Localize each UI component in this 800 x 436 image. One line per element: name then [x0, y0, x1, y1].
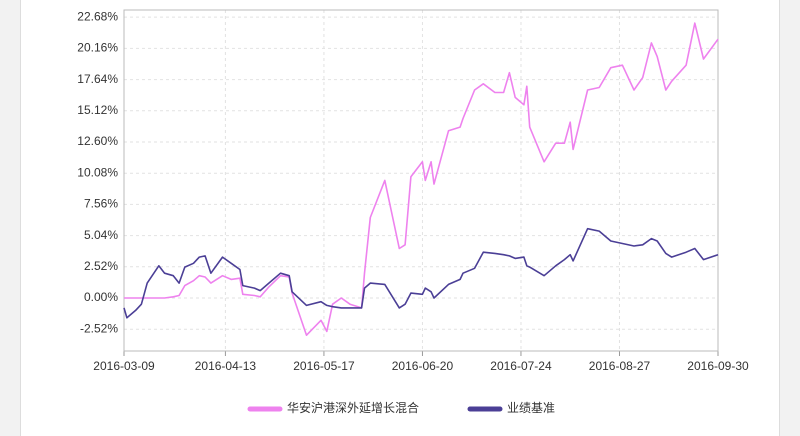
- legend-label: 业绩基准: [507, 401, 555, 415]
- x-tick-label: 2016-03-09: [93, 359, 155, 373]
- y-tick-label: 12.60%: [77, 134, 118, 148]
- y-tick-label: 2.52%: [84, 259, 118, 273]
- y-tick-label: 10.08%: [77, 165, 118, 179]
- x-tick-label: 2016-08-27: [589, 359, 651, 373]
- series-line: [124, 22, 719, 336]
- y-tick-label: 0.00%: [84, 290, 118, 304]
- x-tick-label: 2016-07-24: [490, 359, 552, 373]
- legend-label: 华安沪港深外延增长混合: [287, 400, 419, 415]
- y-tick-label: 7.56%: [84, 197, 118, 211]
- y-tick-label: 5.04%: [84, 228, 118, 242]
- y-tick-label: 15.12%: [77, 103, 118, 117]
- y-tick-label: 17.64%: [77, 72, 118, 86]
- y-tick-label: 20.16%: [77, 41, 118, 55]
- x-tick-label: 2016-09-30: [687, 359, 749, 373]
- panel: [20, 0, 780, 436]
- x-tick-label: 2016-06-20: [392, 359, 454, 373]
- x-tick-label: 2016-04-13: [195, 359, 257, 373]
- plot-frame: [123, 9, 719, 352]
- y-tick-label: -2.52%: [80, 321, 118, 335]
- x-tick-label: 2016-05-17: [293, 359, 355, 373]
- series-line: [123, 227, 719, 319]
- y-tick-label: 22.68%: [77, 9, 118, 23]
